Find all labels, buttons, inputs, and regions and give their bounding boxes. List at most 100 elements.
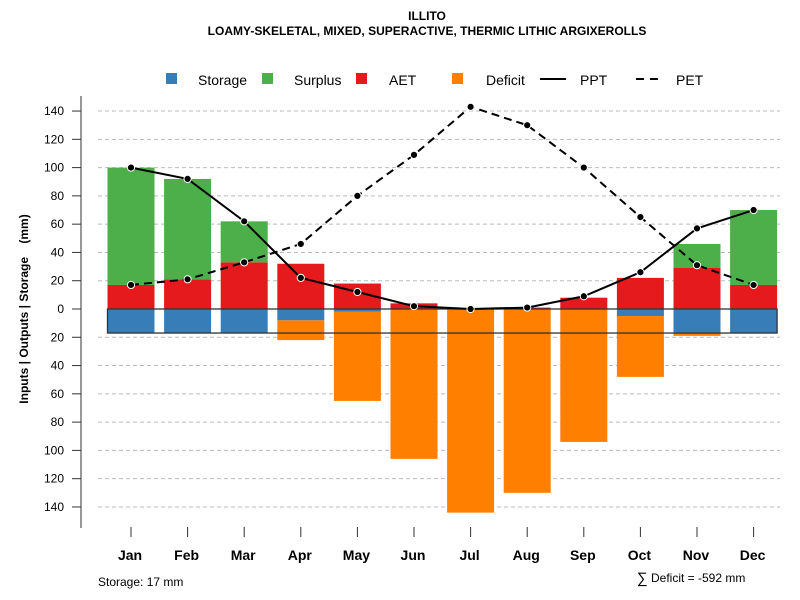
bar-aet [616, 277, 664, 309]
pet-point [240, 258, 249, 267]
x-tick-label: Feb [174, 547, 199, 563]
legend-label-aet: AET [389, 72, 417, 88]
lines [126, 102, 758, 314]
pet-line [130, 105, 754, 286]
bar-aet [220, 262, 268, 309]
y-tick-label: 80 [51, 189, 65, 203]
legend-swatch-storage [166, 73, 177, 84]
bar-surplus [730, 210, 778, 285]
bar-deficit [333, 311, 381, 401]
legend-swatch-surplus [262, 73, 273, 84]
x-tick-label: May [343, 547, 370, 563]
sigma-icon: ∑ [637, 570, 648, 587]
x-tick-label: Jul [459, 547, 479, 563]
bar-surplus [220, 221, 268, 263]
pet-point [409, 150, 419, 159]
x-tick-label: Sep [570, 547, 596, 563]
legend: Storage Surplus AET Deficit PPT PET [166, 72, 704, 88]
y-tick-label: 140 [44, 500, 64, 514]
pet-point [749, 280, 758, 290]
pet-point [296, 239, 305, 249]
ppt-point [466, 304, 475, 314]
y-axis: 140 120 100 80 60 40 20 0 20 40 60 80 100 120 140 [44, 96, 82, 528]
bar-deficit [673, 333, 721, 336]
y-tick-label: 20 [51, 330, 65, 344]
bar-deficit [503, 309, 551, 493]
chart-subtitle: LOAMY-SKELETAL, MIXED, SUPERACTIVE, THER… [208, 24, 647, 38]
x-tick-label: Aug [513, 547, 540, 563]
bar-deficit [616, 316, 664, 377]
bar-storage [616, 309, 664, 317]
pet-point [692, 261, 702, 270]
pet-point [183, 275, 192, 284]
legend-label-pet: PET [676, 72, 704, 88]
ppt-point [636, 268, 645, 277]
bar-storage [333, 309, 381, 312]
x-tick-label: Dec [740, 547, 766, 563]
y-tick-label: 140 [44, 104, 64, 118]
pet-point [353, 191, 362, 200]
y-tick-label: 0 [57, 302, 64, 316]
bar-storage [164, 309, 212, 334]
y-tick-label: 40 [51, 359, 65, 373]
y-tick-label: 60 [51, 387, 65, 401]
legend-swatch-deficit [452, 73, 463, 84]
ppt-point [353, 287, 362, 297]
ppt-point [296, 273, 305, 282]
bar-storage [673, 309, 721, 334]
y-tick-label: 20 [51, 274, 65, 288]
ppt-line [130, 166, 754, 311]
bars [107, 167, 778, 513]
y-axis-label: Inputs | Outputs | Storage (mm) [17, 214, 31, 403]
ppt-point [692, 224, 702, 233]
x-axis: Jan Feb Mar Apr May Jun Jul Aug Sep Oct Nov Dec [118, 527, 766, 563]
pet-point [126, 280, 136, 290]
pet-point [466, 102, 475, 111]
bar-aet [277, 263, 325, 309]
bar-deficit [560, 309, 608, 442]
bar-aet [164, 279, 212, 309]
bar-deficit [277, 320, 325, 341]
x-tick-label: Jan [118, 547, 142, 563]
legend-label-deficit: Deficit [486, 72, 525, 88]
storage-capacity-outline [106, 308, 778, 334]
x-tick-label: Nov [683, 547, 710, 563]
x-tick-label: Mar [231, 547, 256, 563]
ppt-point [409, 302, 419, 311]
legend-label-storage: Storage [198, 72, 247, 88]
y-tick-label: 60 [51, 217, 65, 231]
bar-aet [673, 267, 721, 309]
legend-label-ppt: PPT [580, 72, 608, 88]
bar-deficit [390, 309, 438, 459]
x-tick-label: Apr [288, 547, 313, 563]
ppt-point [523, 303, 532, 312]
storage-note: Storage: 17 mm [98, 575, 183, 589]
legend-label-surplus: Surplus [294, 72, 341, 88]
y-tick-label: 120 [44, 472, 64, 486]
y-tick-label: 120 [44, 132, 64, 146]
storage-capacity-box [106, 308, 778, 334]
pet-point [636, 212, 645, 222]
ppt-point [749, 205, 758, 215]
y-tick-label: 100 [44, 443, 64, 457]
ppt-point [579, 292, 588, 301]
bar-surplus [164, 178, 212, 280]
bar-aet [560, 297, 608, 309]
pet-point [523, 121, 532, 130]
y-tick-label: 40 [51, 245, 65, 259]
y-tick-label: 80 [51, 415, 65, 429]
bar-storage [730, 309, 778, 334]
bar-storage [277, 309, 325, 321]
x-tick-label: Oct [628, 547, 652, 563]
ppt-point [183, 174, 192, 184]
ppt-point [240, 217, 249, 226]
x-tick-label: Jun [401, 547, 426, 563]
pet-point [579, 163, 588, 172]
bar-surplus [107, 167, 155, 285]
bar-storage [107, 309, 155, 334]
ppt-point [126, 163, 136, 172]
chart-title: ILLITO [408, 9, 446, 23]
deficit-note: Deficit = -592 mm [651, 571, 745, 585]
bar-deficit [447, 309, 495, 513]
